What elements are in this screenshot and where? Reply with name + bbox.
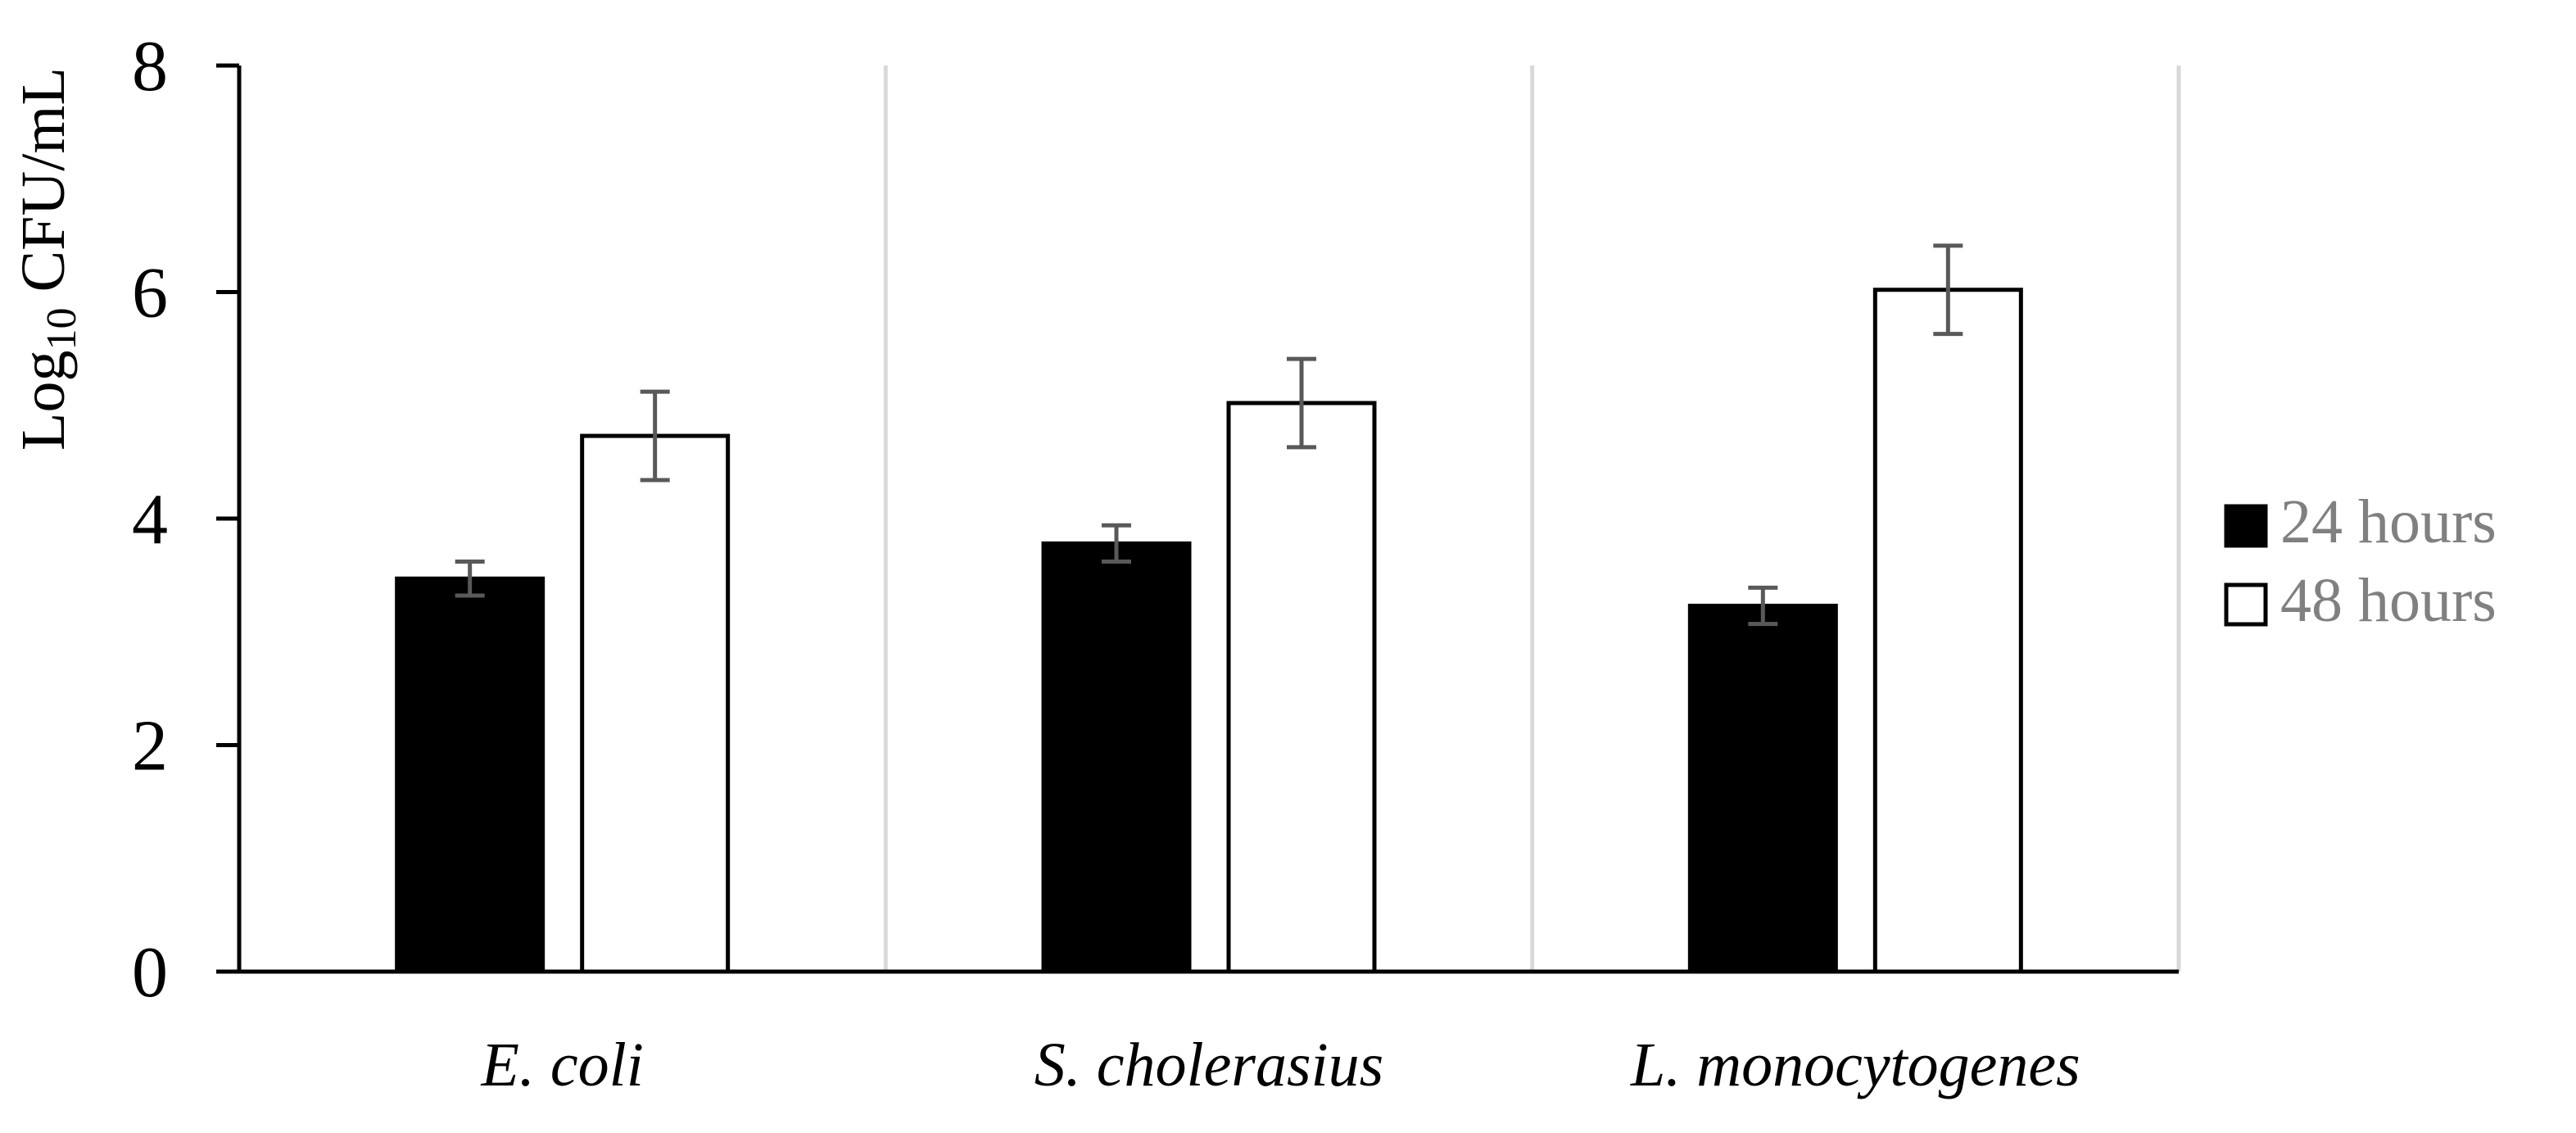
error-bar-24h-1 [455,560,485,598]
legend-label: 48 hours [2280,566,2497,635]
bar-24h-1 [395,576,546,974]
y-axis-ticks: 0 2 4 6 8 [132,27,239,1013]
x-axis-labels: E. coli S. cholerasius L. monocytogenes [480,1031,2080,1099]
x-category-label: L. monocytogenes [1630,1031,2080,1099]
legend-swatch [2224,504,2268,548]
category-separators [883,66,2181,972]
y-tick-label: 2 [132,707,168,786]
error-bar-48h-2 [1287,356,1316,450]
x-category-label: E. coli [480,1031,643,1099]
bar-48h-2 [1226,401,1377,974]
legend-item-24h: 24 hours [2224,487,2497,556]
bar-48h-3 [1872,288,2023,974]
error-bar-24h-2 [1102,523,1131,564]
error-bar-48h-3 [1933,243,1963,337]
error-bars [455,243,1963,627]
legend-label: 24 hours [2280,487,2497,556]
y-tick-label: 8 [132,27,168,107]
error-bar-48h-1 [640,389,670,483]
bar-48h-1 [580,433,731,974]
y-tick-label: 0 [132,933,168,1013]
bar-24h-3 [1687,603,1838,974]
y-axis-title: Log10 CFU/mL [9,67,85,451]
legend-item-48h: 48 hours [2224,566,2497,635]
bars [395,288,2023,974]
y-tick-label: 4 [132,480,168,560]
error-bar-24h-3 [1748,585,1778,627]
legend-swatch [2224,582,2268,627]
y-tick-label: 6 [132,254,168,333]
legend: 24 hours 48 hours [2224,487,2497,635]
bar-24h-2 [1041,541,1192,974]
x-category-label: S. cholerasius [1034,1031,1383,1099]
